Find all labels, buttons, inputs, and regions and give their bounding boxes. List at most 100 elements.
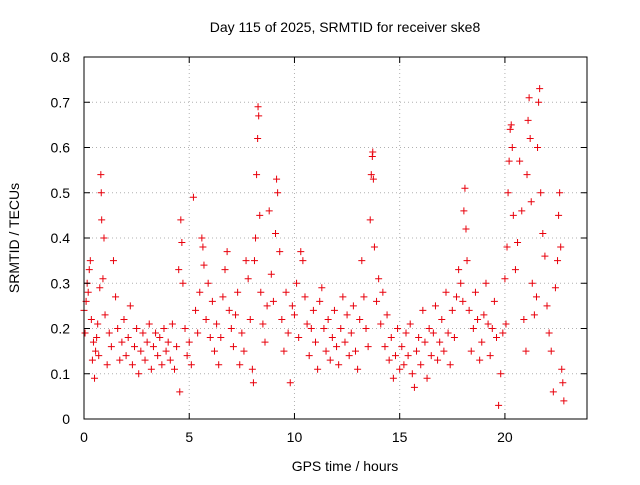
data-point — [204, 279, 212, 287]
data-point — [547, 347, 555, 355]
data-point — [139, 329, 147, 337]
y-tick-label: 0.8 — [51, 49, 71, 65]
data-point — [114, 325, 122, 332]
data-point — [200, 261, 208, 269]
data-point — [333, 343, 341, 351]
data-point — [244, 275, 252, 283]
data-point — [461, 184, 469, 192]
data-point — [286, 379, 294, 387]
data-point — [128, 361, 136, 369]
data-point — [309, 306, 317, 314]
data-point — [173, 343, 181, 351]
data-point — [326, 356, 334, 364]
data-point — [196, 288, 204, 296]
x-tick-label: 5 — [185, 429, 193, 445]
data-point — [215, 361, 223, 369]
data-point — [459, 297, 467, 305]
data-point — [242, 257, 250, 265]
data-point — [462, 225, 470, 233]
data-point — [516, 157, 524, 165]
data-point — [152, 329, 160, 337]
data-point — [555, 211, 563, 219]
data-point — [299, 257, 307, 265]
data-point — [297, 248, 305, 256]
data-point — [181, 325, 189, 332]
data-point — [396, 365, 404, 373]
data-point — [367, 171, 375, 179]
data-point — [305, 352, 313, 360]
data-point — [343, 311, 351, 319]
data-point — [84, 288, 92, 296]
data-point — [518, 207, 526, 215]
data-point — [265, 207, 273, 215]
y-axis-label: SRMTID / TECUs — [6, 183, 22, 293]
data-point — [208, 297, 216, 305]
chart-title: Day 115 of 2025, SRMTID for receiver ske… — [210, 19, 481, 35]
data-point — [385, 356, 393, 364]
data-point — [541, 252, 549, 260]
data-point — [448, 306, 456, 314]
data-point — [469, 325, 477, 332]
y-tick-label: 0.5 — [51, 185, 71, 201]
data-point — [490, 297, 498, 305]
data-point — [179, 279, 187, 287]
data-point — [530, 311, 538, 319]
data-point — [457, 279, 465, 287]
data-point — [349, 302, 357, 310]
data-point — [183, 352, 191, 360]
data-point — [217, 334, 225, 342]
data-point — [514, 239, 522, 247]
data-point — [347, 329, 355, 337]
data-point — [318, 284, 326, 292]
data-point — [232, 311, 240, 319]
labels-layer: 0 0.1 0.2 0.3 0.4 0.5 0.6 0.7 0.8 0 5 10 15 20 — [51, 49, 513, 445]
data-point — [126, 302, 134, 310]
ticks-layer — [83, 56, 587, 420]
data-point — [455, 266, 463, 274]
data-point — [406, 320, 414, 328]
data-point — [370, 243, 378, 251]
x-tick-label: 0 — [80, 429, 88, 445]
data-point — [410, 383, 418, 391]
data-point — [415, 334, 423, 342]
data-point — [446, 361, 454, 369]
data-point — [389, 374, 397, 382]
data-point — [556, 189, 564, 197]
data-point — [559, 379, 567, 387]
data-point — [170, 365, 178, 373]
data-point — [316, 297, 324, 305]
data-point — [539, 229, 547, 237]
y-tick-label: 0.1 — [51, 366, 71, 382]
data-point — [176, 388, 184, 396]
data-point — [453, 293, 461, 301]
data-point — [109, 257, 117, 265]
data-point — [509, 211, 517, 219]
data-point — [511, 266, 519, 274]
data-point — [463, 257, 471, 265]
data-point — [168, 320, 176, 328]
data-point — [524, 116, 532, 124]
data-point — [206, 334, 214, 342]
data-point — [267, 270, 275, 278]
data-point — [284, 329, 292, 337]
data-point — [381, 343, 389, 351]
data-point — [249, 379, 257, 387]
data-point — [337, 325, 345, 332]
data-point — [131, 343, 139, 351]
data-point — [293, 279, 301, 287]
data-point — [253, 171, 261, 179]
data-point — [263, 302, 271, 310]
data-point — [429, 329, 437, 337]
data-point — [324, 315, 332, 323]
data-point — [301, 293, 309, 301]
data-point — [141, 356, 149, 364]
data-point — [154, 352, 162, 360]
x-tick-label: 15 — [392, 429, 408, 445]
data-point — [133, 325, 141, 332]
data-point — [408, 370, 416, 378]
data-point — [379, 288, 387, 296]
data-point — [303, 320, 311, 328]
data-point — [162, 347, 170, 355]
data-point — [413, 347, 421, 355]
